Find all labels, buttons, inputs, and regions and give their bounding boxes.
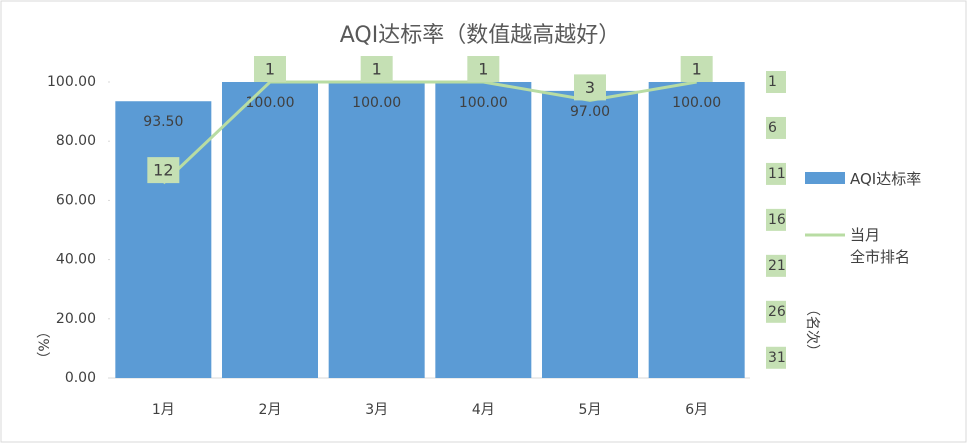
line-value-label: 1 xyxy=(478,60,488,79)
y-tick-label: 60.00 xyxy=(56,192,96,208)
y-tick-label: 40.00 xyxy=(56,252,96,268)
line-label-box xyxy=(680,56,713,82)
bar-value-label: 93.50 xyxy=(143,114,183,130)
line-value-label: 1 xyxy=(692,60,702,79)
bar-value-label: 97.00 xyxy=(570,104,610,120)
bar-value-label: 100.00 xyxy=(246,95,295,111)
line xyxy=(162,80,697,185)
x-tick-label: 6月 xyxy=(685,402,708,418)
bar xyxy=(542,90,638,378)
y2-tick-label: 16 xyxy=(768,212,786,228)
y2-tick-label: 31 xyxy=(768,350,786,366)
y2-tick-box xyxy=(766,116,786,139)
bar xyxy=(115,101,212,379)
y2-tick-box xyxy=(766,300,786,323)
y-tick-label: 20.00 xyxy=(56,311,96,327)
bar-value-label: 100.00 xyxy=(672,95,721,111)
y2-tick-label: 26 xyxy=(768,304,786,320)
x-tick-label: 1月 xyxy=(152,402,175,418)
line-label-box xyxy=(467,56,500,82)
legend-label: 当月 全市排名 xyxy=(850,226,911,266)
legend-label: AQI达标率 xyxy=(850,170,922,188)
y-tick-label: 100.00 xyxy=(47,74,96,90)
x-tick-label: 2月 xyxy=(259,402,282,418)
y2-tick-box xyxy=(766,208,786,231)
bar xyxy=(222,82,318,378)
bar xyxy=(435,82,532,378)
y2-tick-box xyxy=(766,346,786,369)
x-tick-label: 5月 xyxy=(579,402,602,418)
x-tick-label: 3月 xyxy=(365,402,388,418)
y2-tick-box xyxy=(766,162,786,185)
legend-swatch xyxy=(805,172,845,184)
y2-tick-box xyxy=(766,254,786,277)
line-value-label: 3 xyxy=(585,78,595,97)
y2-tick-box xyxy=(766,71,786,93)
line-label-box xyxy=(147,157,180,184)
line-value-label: 12 xyxy=(153,161,173,180)
x-tick-label: 4月 xyxy=(472,402,495,418)
bar-value-label: 100.00 xyxy=(459,95,508,111)
y2-tick-label: 21 xyxy=(768,258,786,274)
bar xyxy=(648,82,745,378)
line-value-label: 1 xyxy=(265,60,275,79)
chart-title: AQI达标率（数值越高越好） xyxy=(340,23,620,48)
y2-tick-label: 1 xyxy=(768,74,777,90)
y2-tick-label: 11 xyxy=(768,166,786,182)
y2-tick-label: 6 xyxy=(768,120,777,136)
line-label-box xyxy=(254,56,286,82)
line-label-box xyxy=(574,74,606,101)
line-label-box xyxy=(360,56,393,82)
y-tick-label: 80.00 xyxy=(56,133,96,149)
line-value-label: 1 xyxy=(372,60,382,79)
y2-axis-title: （名次） xyxy=(804,302,820,358)
y-tick-label: 0.00 xyxy=(65,370,96,386)
bar-value-label: 100.00 xyxy=(352,95,401,111)
y-axis-title: （%） xyxy=(37,324,53,365)
bar xyxy=(328,82,425,378)
